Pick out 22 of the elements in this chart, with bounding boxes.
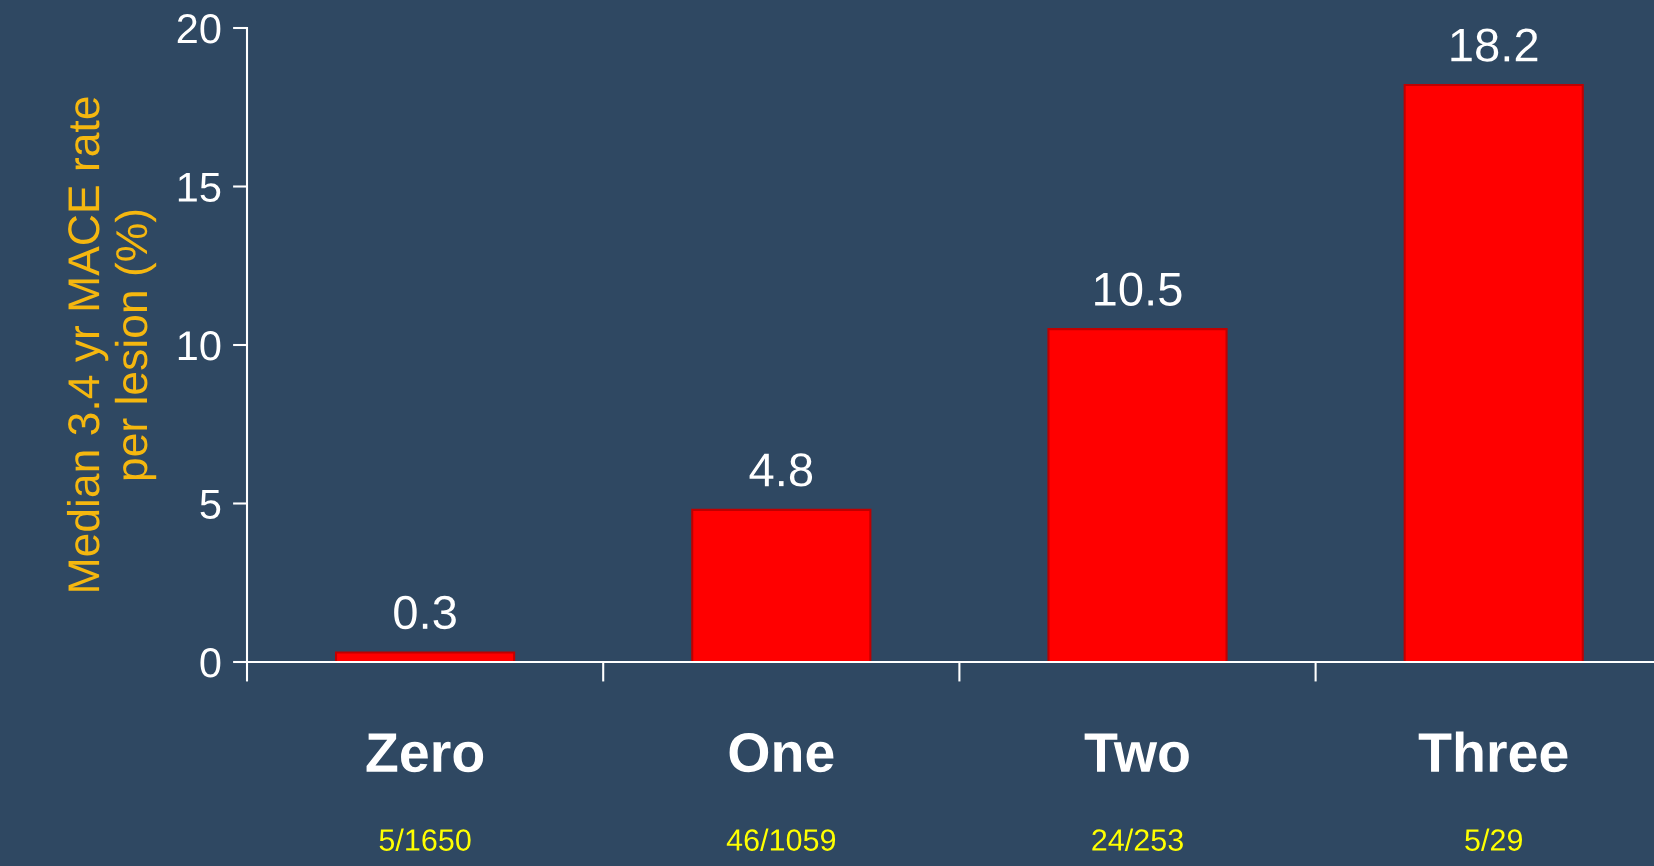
bar bbox=[1403, 84, 1584, 662]
y-axis-title: Median 3.4 yr MACE rate per lesion (%) bbox=[66, 97, 157, 591]
text: 5/1650 bbox=[379, 828, 471, 851]
data-label: 18.2 bbox=[1451, 28, 1538, 62]
y-tick-label: 5 bbox=[200, 489, 221, 520]
data-label: 4.8 bbox=[749, 453, 813, 487]
x-tick-label: Two bbox=[1084, 733, 1189, 773]
bar bbox=[1047, 328, 1228, 662]
data-label: 10.5 bbox=[1095, 272, 1182, 306]
x-tick-label: Zero bbox=[366, 733, 484, 773]
text: 24/253 bbox=[1092, 828, 1183, 851]
text: 46/1059 bbox=[726, 828, 836, 851]
bar bbox=[691, 508, 872, 662]
bar bbox=[335, 651, 516, 662]
text: 5/29 bbox=[1465, 828, 1522, 851]
y-tick-label: 15 bbox=[178, 172, 221, 203]
x-tick-label: Three bbox=[1418, 731, 1568, 773]
y-tick-label: 0 bbox=[200, 648, 221, 678]
data-label: 0.3 bbox=[394, 595, 456, 630]
x-tick-label: One bbox=[729, 732, 834, 773]
y-tick-label: 20 bbox=[177, 14, 221, 44]
y-tick-label: 10 bbox=[178, 331, 221, 361]
